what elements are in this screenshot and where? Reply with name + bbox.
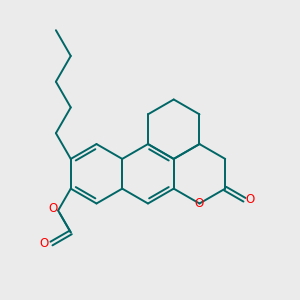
Text: O: O — [246, 193, 255, 206]
Text: O: O — [39, 237, 49, 250]
Text: O: O — [48, 202, 57, 214]
Text: O: O — [195, 197, 204, 210]
